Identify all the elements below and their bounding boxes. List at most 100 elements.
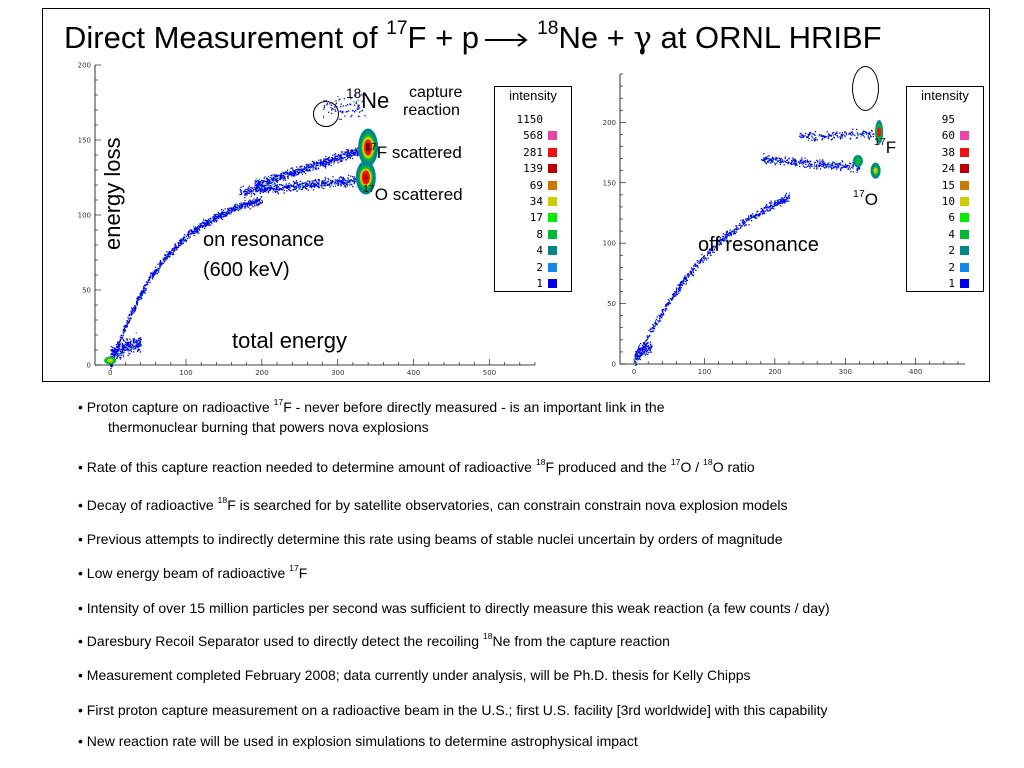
data-point — [794, 162, 797, 165]
data-point — [301, 169, 304, 171]
data-point — [363, 104, 365, 107]
data-point — [257, 184, 259, 186]
data-point — [253, 193, 255, 195]
data-point — [727, 232, 730, 235]
data-point — [132, 342, 135, 344]
data-point — [279, 175, 282, 178]
y-tick-label: 150 — [603, 179, 616, 187]
data-point — [666, 308, 668, 310]
data-point — [794, 159, 796, 161]
data-point — [311, 185, 314, 187]
data-point — [333, 160, 336, 162]
data-point — [364, 115, 366, 117]
data-point — [750, 217, 753, 219]
data-point — [193, 234, 195, 237]
data-point — [243, 202, 246, 204]
data-point — [204, 219, 206, 221]
data-point — [250, 195, 252, 197]
data-point — [277, 186, 280, 188]
x-tick-label: 400 — [407, 369, 420, 377]
legend-swatch — [548, 147, 557, 157]
data-point — [650, 351, 652, 353]
data-point — [320, 162, 323, 164]
data-point — [855, 137, 858, 139]
data-point — [307, 184, 309, 187]
data-point — [280, 176, 282, 179]
data-point — [246, 203, 249, 205]
data-point — [110, 350, 113, 352]
data-point — [841, 137, 843, 139]
data-point — [791, 160, 793, 162]
data-point — [331, 160, 333, 162]
data-point — [792, 158, 794, 161]
data-point — [726, 239, 728, 241]
data-point — [336, 182, 338, 185]
data-point — [243, 203, 245, 205]
data-point — [362, 96, 364, 98]
data-point — [130, 317, 132, 319]
data-point — [831, 138, 834, 140]
data-point — [770, 162, 772, 164]
data-point — [162, 259, 164, 261]
data-point — [315, 164, 318, 167]
data-point — [712, 251, 714, 253]
data-point — [349, 152, 352, 154]
data-point — [817, 161, 819, 163]
data-point — [345, 105, 347, 107]
data-point — [818, 164, 820, 166]
data-point — [744, 224, 746, 226]
data-point — [342, 182, 344, 184]
data-point — [268, 181, 270, 184]
data-point — [808, 163, 810, 165]
legend-level: 1 — [536, 277, 543, 290]
data-point — [677, 284, 679, 286]
data-point — [353, 152, 355, 154]
data-point — [347, 179, 350, 181]
data-point — [306, 185, 309, 187]
data-point — [259, 189, 261, 192]
data-point — [343, 153, 345, 156]
f17-scattered-label: 17F scattered — [365, 140, 462, 162]
data-point — [344, 182, 347, 185]
data-point — [342, 177, 344, 180]
data-point — [139, 343, 141, 345]
data-point — [716, 243, 718, 246]
data-point — [269, 177, 271, 179]
data-point — [296, 184, 298, 186]
data-point — [324, 181, 327, 183]
data-point — [867, 135, 869, 137]
data-point — [314, 182, 316, 185]
data-point — [305, 168, 307, 171]
data-point — [120, 357, 122, 359]
data-point — [635, 364, 638, 366]
data-point — [284, 173, 286, 175]
data-point — [326, 184, 328, 187]
data-point — [143, 284, 146, 286]
data-point — [776, 199, 778, 202]
legend-row: 60 — [907, 129, 983, 142]
data-point — [248, 206, 250, 208]
data-point — [223, 211, 225, 214]
data-point — [180, 240, 182, 243]
legend-row: 4 — [907, 228, 983, 241]
data-point — [658, 319, 661, 321]
data-point — [822, 135, 824, 137]
data-point — [696, 260, 698, 262]
data-point — [247, 189, 249, 191]
data-point — [325, 182, 327, 184]
data-point — [778, 157, 780, 159]
data-point — [718, 241, 721, 243]
data-point — [775, 162, 778, 165]
data-point — [644, 340, 647, 342]
data-point — [723, 239, 725, 242]
data-point — [753, 214, 755, 217]
data-point — [285, 183, 287, 185]
data-point — [822, 166, 824, 168]
data-point — [872, 133, 874, 135]
data-point — [684, 275, 686, 277]
data-point — [710, 254, 712, 257]
data-point — [349, 104, 352, 106]
data-point — [271, 188, 273, 190]
data-point — [761, 208, 763, 210]
y-tick-label: 200 — [603, 119, 616, 127]
